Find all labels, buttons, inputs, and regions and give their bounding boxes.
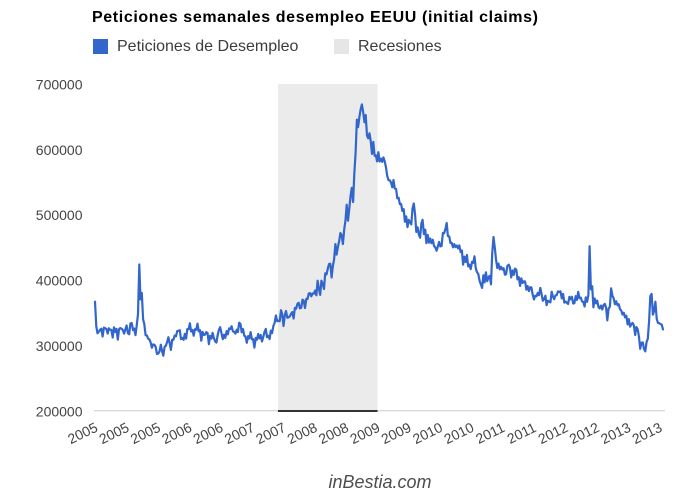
svg-text:2006: 2006 [159, 419, 194, 447]
svg-text:2008: 2008 [285, 419, 320, 447]
svg-text:700000: 700000 [36, 77, 83, 93]
svg-text:2009: 2009 [347, 419, 382, 447]
svg-text:200000: 200000 [36, 403, 83, 419]
svg-text:2011: 2011 [473, 419, 507, 447]
svg-text:2005: 2005 [65, 419, 100, 447]
svg-text:2013: 2013 [629, 419, 664, 447]
svg-text:2012: 2012 [567, 419, 602, 447]
svg-text:inBestia.com: inBestia.com [328, 472, 431, 492]
svg-text:400000: 400000 [36, 273, 83, 289]
svg-text:2013: 2013 [598, 419, 633, 447]
svg-text:2012: 2012 [535, 419, 570, 447]
svg-text:2008: 2008 [316, 419, 351, 447]
svg-text:2006: 2006 [190, 419, 225, 447]
svg-text:2007: 2007 [253, 419, 288, 447]
svg-text:600000: 600000 [36, 142, 83, 158]
svg-text:2005: 2005 [128, 419, 163, 447]
svg-text:300000: 300000 [36, 338, 83, 354]
svg-text:2007: 2007 [222, 419, 257, 447]
svg-text:2010: 2010 [410, 419, 445, 447]
svg-text:2011: 2011 [504, 419, 538, 447]
svg-text:2009: 2009 [379, 419, 414, 447]
svg-text:500000: 500000 [36, 207, 83, 223]
svg-text:2005: 2005 [96, 419, 131, 447]
svg-text:2010: 2010 [441, 419, 476, 447]
